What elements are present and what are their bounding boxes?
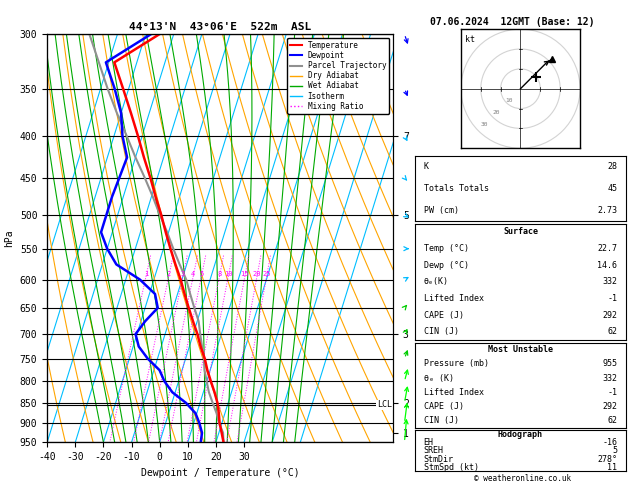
Text: EH: EH	[423, 438, 433, 447]
Legend: Temperature, Dewpoint, Parcel Trajectory, Dry Adiabat, Wet Adiabat, Isotherm, Mi: Temperature, Dewpoint, Parcel Trajectory…	[287, 38, 389, 114]
Text: 45: 45	[608, 184, 618, 193]
Text: CIN (J): CIN (J)	[423, 328, 459, 336]
Text: 62: 62	[608, 416, 618, 425]
Text: Lifted Index: Lifted Index	[423, 294, 484, 303]
Text: 292: 292	[603, 311, 618, 320]
Text: StmSpd (kt): StmSpd (kt)	[423, 463, 479, 472]
Text: 278°: 278°	[598, 454, 618, 464]
Text: -1: -1	[608, 294, 618, 303]
Text: StmDir: StmDir	[423, 454, 454, 464]
Text: 30: 30	[481, 122, 489, 127]
Text: PW (cm): PW (cm)	[423, 206, 459, 215]
Text: LCL: LCL	[377, 400, 392, 409]
Text: CAPE (J): CAPE (J)	[423, 311, 464, 320]
Text: 20: 20	[493, 110, 501, 115]
Text: 14.6: 14.6	[598, 260, 618, 270]
Text: 3: 3	[181, 271, 185, 277]
Text: 292: 292	[603, 402, 618, 411]
X-axis label: Dewpoint / Temperature (°C): Dewpoint / Temperature (°C)	[141, 468, 299, 478]
Text: Hodograph: Hodograph	[498, 430, 543, 439]
Text: -1: -1	[608, 388, 618, 397]
Text: 332: 332	[603, 374, 618, 382]
Text: 15: 15	[240, 271, 249, 277]
Text: SREH: SREH	[423, 446, 443, 455]
Text: CAPE (J): CAPE (J)	[423, 402, 464, 411]
Text: 25: 25	[262, 271, 271, 277]
Text: CIN (J): CIN (J)	[423, 416, 459, 425]
Text: 2.73: 2.73	[598, 206, 618, 215]
Text: θₑ (K): θₑ (K)	[423, 374, 454, 382]
Text: Pressure (mb): Pressure (mb)	[423, 359, 489, 368]
Text: 10: 10	[224, 271, 233, 277]
Text: 5: 5	[199, 271, 204, 277]
Text: 5: 5	[613, 446, 618, 455]
Title: 44°13'N  43°06'E  522m  ASL: 44°13'N 43°06'E 522m ASL	[129, 22, 311, 32]
Text: kt: kt	[465, 35, 475, 44]
Text: Surface: Surface	[503, 227, 538, 236]
Text: 4: 4	[191, 271, 195, 277]
Text: Totals Totals: Totals Totals	[423, 184, 489, 193]
Text: 332: 332	[603, 278, 618, 286]
Text: Dewp (°C): Dewp (°C)	[423, 260, 469, 270]
Text: Temp (°C): Temp (°C)	[423, 244, 469, 253]
Y-axis label: Mixing Ratio (g/kg): Mixing Ratio (g/kg)	[428, 191, 437, 286]
Text: 62: 62	[608, 328, 618, 336]
Y-axis label: km
ASL: km ASL	[428, 227, 445, 249]
Text: 1: 1	[144, 271, 148, 277]
Text: 11: 11	[608, 463, 618, 472]
Text: 2: 2	[167, 271, 171, 277]
Text: Most Unstable: Most Unstable	[488, 345, 553, 354]
Text: θₑ(K): θₑ(K)	[423, 278, 448, 286]
Text: 10: 10	[505, 98, 512, 103]
Text: 955: 955	[603, 359, 618, 368]
Text: K: K	[423, 162, 428, 171]
Y-axis label: hPa: hPa	[4, 229, 14, 247]
Text: 20: 20	[253, 271, 261, 277]
Text: 22.7: 22.7	[598, 244, 618, 253]
Text: 8: 8	[217, 271, 221, 277]
Text: 07.06.2024  12GMT (Base: 12): 07.06.2024 12GMT (Base: 12)	[430, 17, 595, 27]
Text: © weatheronline.co.uk: © weatheronline.co.uk	[474, 474, 571, 483]
Text: -16: -16	[603, 438, 618, 447]
Text: 28: 28	[608, 162, 618, 171]
Text: Lifted Index: Lifted Index	[423, 388, 484, 397]
